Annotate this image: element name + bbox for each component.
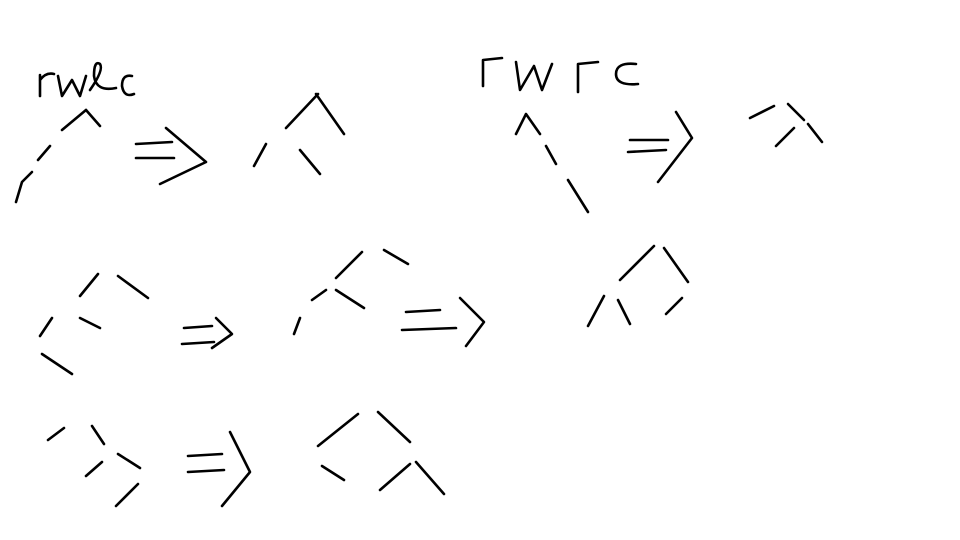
tree-rwrc-before [514,112,590,214]
label-rwrc-handwriting [481,56,640,94]
tree-row2-step1 [38,272,150,376]
label-rwlc-handwriting [38,61,136,98]
tree-row2-step3 [586,244,690,328]
tree-rwlc-after [252,92,346,176]
implies-arrow-4 [400,296,486,348]
tree-row2-step2 [292,248,410,336]
tree-rwlc-before [14,108,102,204]
implies-arrow-2 [626,110,694,184]
tree-row3-before [46,424,142,508]
implies-arrow-3 [180,316,234,350]
tree-rwrc-after [748,102,824,148]
implies-arrow-5 [186,430,252,508]
tree-row3-after [316,410,446,496]
implies-arrow-1 [134,126,208,186]
